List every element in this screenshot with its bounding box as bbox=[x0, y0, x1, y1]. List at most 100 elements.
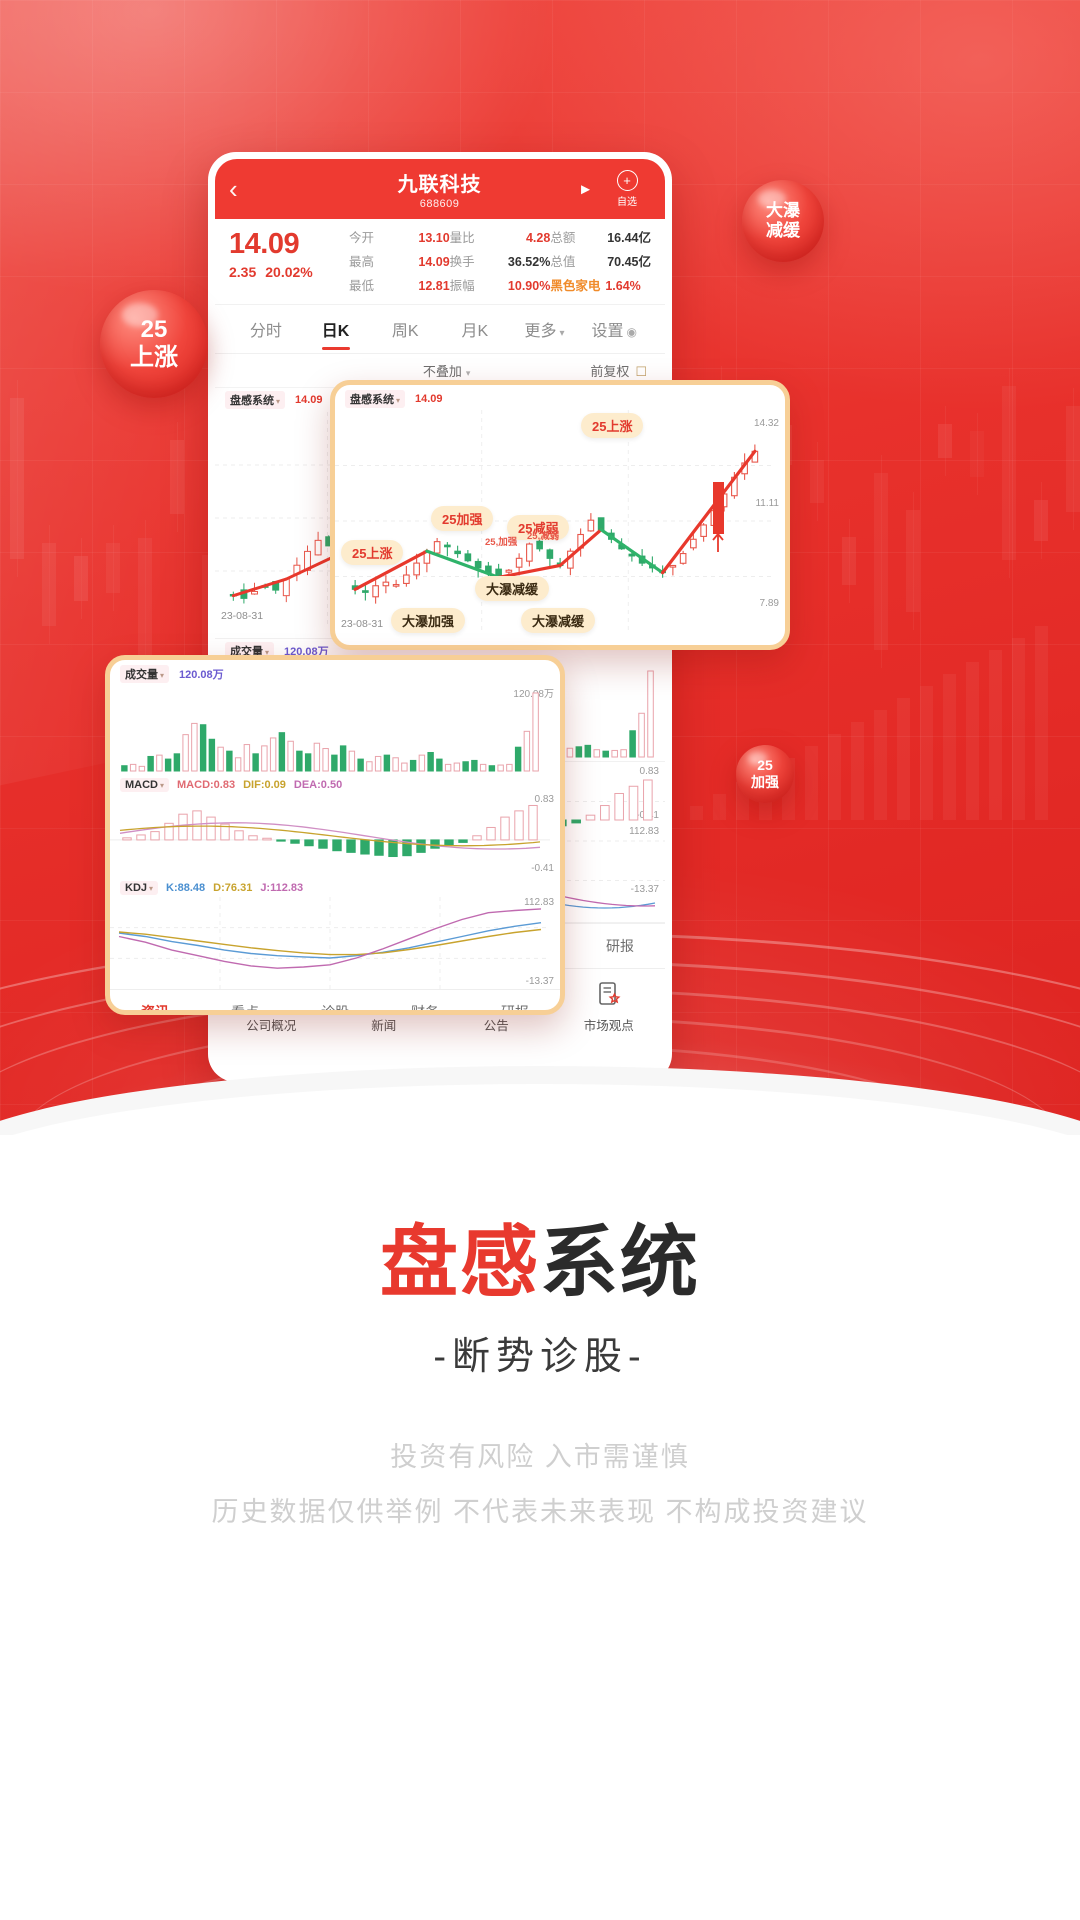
tab-label: 设置 bbox=[591, 323, 624, 340]
feature-bubble-rise: 25 上涨 bbox=[100, 290, 208, 398]
overlay-tab-yanbao[interactable]: 研报 bbox=[501, 1002, 529, 1015]
axis-label-low: 7.89 bbox=[759, 598, 779, 609]
sector-change: 1.64% bbox=[605, 279, 641, 293]
inline-annotation: 25,加强 bbox=[485, 537, 518, 548]
background-candle bbox=[42, 542, 56, 627]
brand-title: 盘感系统 bbox=[0, 1200, 1080, 1312]
quote-value: 4.28 bbox=[525, 231, 551, 245]
quote-label: 振幅 bbox=[449, 279, 475, 293]
back-icon[interactable]: ‹ bbox=[229, 174, 238, 204]
axis-label: 0.83 bbox=[639, 766, 659, 777]
overlay-k-head: 盘感系统 ▾ 14.09 bbox=[335, 385, 785, 410]
brand-subtitle: -断势诊股- bbox=[433, 1336, 647, 1378]
chevron-down-icon: ▾ bbox=[160, 671, 165, 680]
indicator-chip[interactable]: 盘感系统 ▾ bbox=[345, 390, 406, 408]
background-candle-wick bbox=[945, 405, 946, 476]
axis-date-label: 23-08-31 bbox=[341, 618, 384, 630]
indicator-chip[interactable]: 盘感系统 ▾ bbox=[225, 391, 286, 409]
macd-value: MACD:0.83 bbox=[177, 779, 236, 791]
annotation-badge: 25减弱 bbox=[507, 515, 570, 540]
indicator-chip[interactable]: MACD ▾ bbox=[120, 778, 170, 792]
tab-month-k[interactable]: 月K bbox=[440, 317, 510, 341]
document-star-icon bbox=[594, 979, 624, 1009]
background-candle-wick bbox=[81, 537, 82, 619]
app-header: ‹ 九联科技 688609 ► + 自选 bbox=[215, 159, 665, 219]
quote-value: 13.10 bbox=[418, 231, 450, 245]
sub-tab-yanbao[interactable]: 研报 bbox=[606, 936, 634, 956]
dif-value: DIF:0.09 bbox=[243, 779, 286, 791]
background-rising-bar bbox=[920, 686, 933, 820]
tab-label: 周K bbox=[391, 323, 419, 340]
nav-market-view[interactable]: 市场观点 bbox=[553, 979, 666, 1034]
sub-tab-label: 诊股 bbox=[321, 1004, 349, 1015]
quote-cell: 最低 12.81 bbox=[349, 275, 450, 294]
background-candle-wick bbox=[1041, 481, 1042, 559]
axis-label: -0.41 bbox=[531, 863, 554, 874]
overlay-kdj-body: 112.83 -13.37 bbox=[110, 897, 560, 989]
tab-settings[interactable]: 设置 ◉ bbox=[579, 317, 649, 341]
quote-label: 最低 bbox=[349, 279, 375, 293]
gear-icon: ◉ bbox=[626, 325, 637, 339]
play-triangle-icon[interactable]: ► bbox=[578, 180, 593, 198]
axis-label: 0.83 bbox=[534, 794, 554, 805]
overlay-tab-kandian[interactable]: 看点 bbox=[231, 1002, 259, 1010]
overlay-selector[interactable]: 不叠加 ▾ bbox=[303, 361, 590, 380]
nav-label: 公司概况 bbox=[246, 1019, 297, 1033]
chevron-down-icon: ▾ bbox=[265, 648, 270, 657]
tab-label: 日K bbox=[321, 323, 350, 340]
annotation-badge: 25加强 bbox=[431, 506, 494, 531]
annotation-badge: 大瀑加强 bbox=[391, 608, 466, 633]
background-rising-bar bbox=[989, 650, 1002, 820]
tab-week-k[interactable]: 周K bbox=[370, 317, 440, 341]
feature-bubble-strengthen: 25 加强 bbox=[736, 745, 794, 803]
quote-label: 总额 bbox=[550, 231, 576, 245]
overlay-tab-zixun[interactable]: 资讯 bbox=[141, 1002, 169, 1010]
quote-cell: 总值 70.45亿 bbox=[550, 251, 651, 270]
dea-value: DEA:0.50 bbox=[293, 779, 343, 791]
quote-label: 最高 bbox=[349, 255, 375, 269]
quote-cell-sector[interactable]: 黑色家电 1.64% bbox=[550, 275, 651, 294]
background-candle-wick bbox=[177, 421, 178, 532]
tab-fenshi[interactable]: 分时 bbox=[231, 317, 301, 341]
quote-value: 70.45亿 bbox=[607, 255, 651, 269]
price-change-group: 2.35 20.02% bbox=[229, 264, 341, 280]
overlay-label: 不叠加 bbox=[422, 364, 462, 379]
indicator-label: 盘感系统 bbox=[350, 394, 394, 406]
quote-cell: 今开 13.10 bbox=[349, 227, 450, 246]
axis-label: -13.37 bbox=[525, 976, 554, 987]
overlay-card-kchart: 盘感系统 ▾ 14.09 14.32 11.11 7.89 23-08-31 25… bbox=[330, 380, 790, 650]
last-price: 14.09 bbox=[229, 228, 300, 260]
overlay-tab-zhengu[interactable]: 诊股 bbox=[321, 1002, 349, 1015]
price-change: 2.35 bbox=[229, 264, 257, 281]
chevron-down-icon: ▾ bbox=[160, 781, 165, 790]
nav-label: 市场观点 bbox=[583, 1019, 634, 1033]
inline-annotation: 25,减弱 bbox=[527, 531, 560, 542]
indicator-chip[interactable]: KDJ ▾ bbox=[120, 881, 159, 895]
tab-day-k[interactable]: 日K bbox=[301, 317, 371, 350]
chart-period-tabs: 分时 日K 周K 月K 更多 ▾ 设置 ◉ bbox=[215, 305, 665, 354]
chevron-down-icon: ▾ bbox=[276, 397, 281, 406]
overlay-k-body: 14.32 11.11 7.89 23-08-31 25上涨 25加强 25减弱… bbox=[335, 410, 785, 633]
background-candle-wick bbox=[881, 455, 882, 669]
overlay-macd-head: MACD ▾ MACD:0.83 DIF:0.09 DEA:0.50 bbox=[110, 773, 560, 794]
background-rising-bar bbox=[805, 746, 818, 820]
quote-value: 10.90% bbox=[507, 279, 551, 293]
background-candle bbox=[106, 543, 120, 593]
background-rising-bar bbox=[1012, 638, 1025, 820]
adjust-label: 前复权 bbox=[590, 364, 630, 379]
adjust-selector[interactable]: 前复权 ☐ bbox=[590, 361, 647, 380]
indicator-chip[interactable]: 成交量 ▾ bbox=[120, 665, 170, 683]
tab-more[interactable]: 更多 ▾ bbox=[510, 317, 580, 341]
bubble-line-1: 25 bbox=[757, 757, 773, 774]
bubble-line-2: 加强 bbox=[751, 774, 779, 790]
background-candle-wick bbox=[113, 525, 114, 611]
overlay-tab-caiwu[interactable]: 财务 bbox=[411, 1002, 439, 1010]
background-candle-wick bbox=[1009, 368, 1010, 578]
add-watchlist-button[interactable]: + 自选 bbox=[603, 170, 651, 208]
disclaimer-line-2: 历史数据仅供举例 不代表未来表现 不构成投资建议 bbox=[211, 1497, 869, 1527]
sub-tab-label: 研报 bbox=[501, 1004, 529, 1015]
annotation-badge: 大瀑减缓 bbox=[521, 608, 596, 633]
bubble-line-1: 大瀑 bbox=[766, 200, 800, 220]
quote-label: 换手 bbox=[449, 255, 475, 269]
overlay-card-indicators: 成交量▾ 120.08万 120.08万 MACD▾ MACD:0.83 DIF… bbox=[105, 655, 565, 1015]
